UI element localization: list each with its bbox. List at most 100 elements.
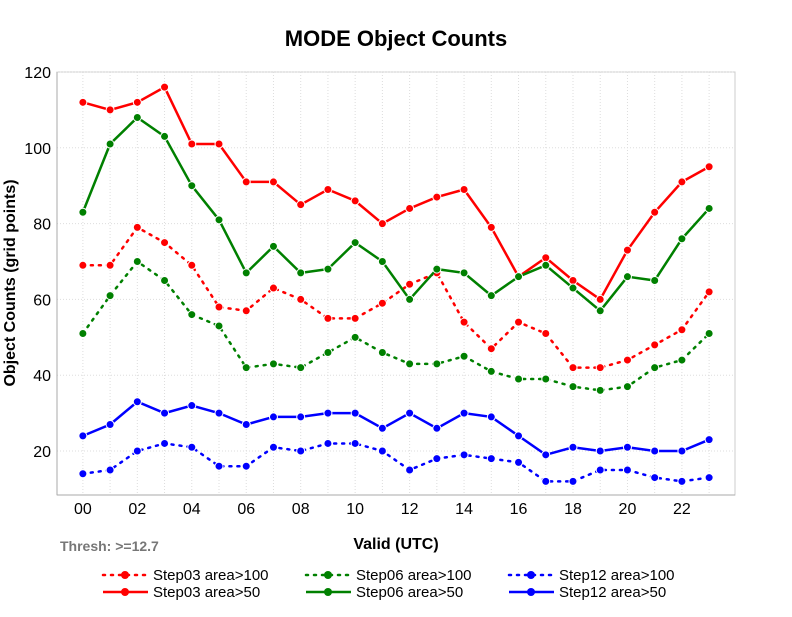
y-tick-label: 100 xyxy=(24,141,51,158)
data-point xyxy=(78,431,88,441)
x-axis-label: Valid (UTC) xyxy=(353,536,438,553)
data-point xyxy=(296,446,306,456)
data-point xyxy=(241,363,251,373)
y-axis-label: Object Counts (grid points) xyxy=(2,179,19,386)
y-tick-label: 120 xyxy=(24,65,51,82)
data-point xyxy=(323,438,333,448)
data-point xyxy=(405,294,415,304)
data-point xyxy=(486,344,496,354)
x-tick-label: 06 xyxy=(237,501,255,518)
data-point xyxy=(432,423,442,433)
data-point xyxy=(214,139,224,149)
data-point xyxy=(241,461,251,471)
data-point xyxy=(704,329,714,339)
data-point xyxy=(568,382,578,392)
data-point xyxy=(105,139,115,149)
data-point xyxy=(405,465,415,475)
data-point xyxy=(677,325,687,335)
data-point xyxy=(160,438,170,448)
series-line xyxy=(81,225,711,369)
data-point xyxy=(486,291,496,301)
data-point xyxy=(187,139,197,149)
data-point xyxy=(323,185,333,194)
data-point xyxy=(296,294,306,304)
data-point xyxy=(459,268,469,278)
plot-area xyxy=(56,71,736,496)
data-point xyxy=(323,408,333,418)
data-point xyxy=(486,366,496,376)
data-point xyxy=(568,275,578,285)
data-point xyxy=(650,473,660,483)
data-point xyxy=(350,313,360,323)
series-line xyxy=(81,115,711,313)
data-point xyxy=(622,355,632,365)
data-point xyxy=(704,203,714,213)
x-tick-label: 22 xyxy=(673,501,691,518)
data-point xyxy=(160,82,170,92)
chart-title: MODE Object Counts xyxy=(285,26,507,51)
data-point xyxy=(187,260,197,270)
data-point xyxy=(214,215,224,225)
data-point xyxy=(268,359,278,369)
data-point xyxy=(105,260,115,270)
data-point xyxy=(541,374,551,384)
series-lines xyxy=(78,82,714,486)
data-point xyxy=(160,131,170,141)
data-point xyxy=(459,351,469,361)
y-tick-label: 20 xyxy=(33,444,51,461)
data-point xyxy=(541,450,551,460)
data-point xyxy=(78,207,88,217)
data-point xyxy=(132,97,142,107)
data-point xyxy=(377,347,387,357)
data-point xyxy=(350,332,360,342)
data-point xyxy=(241,177,251,187)
data-point xyxy=(160,275,170,285)
data-point xyxy=(677,446,687,456)
series-line xyxy=(82,85,710,302)
data-point xyxy=(268,177,278,187)
data-point xyxy=(268,412,278,422)
data-point xyxy=(650,207,660,217)
x-tick-label: 14 xyxy=(455,501,473,518)
data-point xyxy=(514,317,524,327)
data-point xyxy=(350,438,360,448)
data-point xyxy=(350,238,360,248)
data-point xyxy=(241,306,251,316)
legend-label: Step03 area>100 xyxy=(153,567,269,584)
data-point xyxy=(405,408,415,418)
data-point xyxy=(595,363,605,373)
data-point xyxy=(296,200,306,210)
data-point xyxy=(595,465,605,475)
data-point xyxy=(432,264,442,274)
data-point xyxy=(377,219,387,229)
x-tick-label: 00 xyxy=(74,501,92,518)
legend-marker xyxy=(121,571,129,579)
data-point xyxy=(514,374,524,384)
legend-label: Step06 area>100 xyxy=(356,567,472,584)
data-point xyxy=(214,461,224,471)
data-point xyxy=(459,408,469,418)
data-point xyxy=(677,234,687,244)
data-point xyxy=(132,257,142,267)
data-point xyxy=(105,465,115,475)
legend-marker xyxy=(324,588,332,596)
x-tick-label: 08 xyxy=(292,501,310,518)
data-point xyxy=(214,408,224,418)
data-point xyxy=(187,442,197,452)
x-tick-label: 20 xyxy=(619,501,637,518)
x-tick-label: 16 xyxy=(510,501,528,518)
x-tick-label: 18 xyxy=(564,501,582,518)
data-point xyxy=(377,423,387,433)
legend-marker xyxy=(527,588,535,596)
y-tick-label: 80 xyxy=(33,217,51,234)
data-point xyxy=(595,294,605,304)
data-point xyxy=(377,298,387,308)
legend-label: Step03 area>50 xyxy=(153,584,260,601)
data-point xyxy=(432,359,442,369)
data-point xyxy=(622,465,632,475)
data-point xyxy=(595,306,605,316)
data-point xyxy=(78,469,88,479)
data-point xyxy=(650,363,660,373)
data-point xyxy=(405,279,415,289)
